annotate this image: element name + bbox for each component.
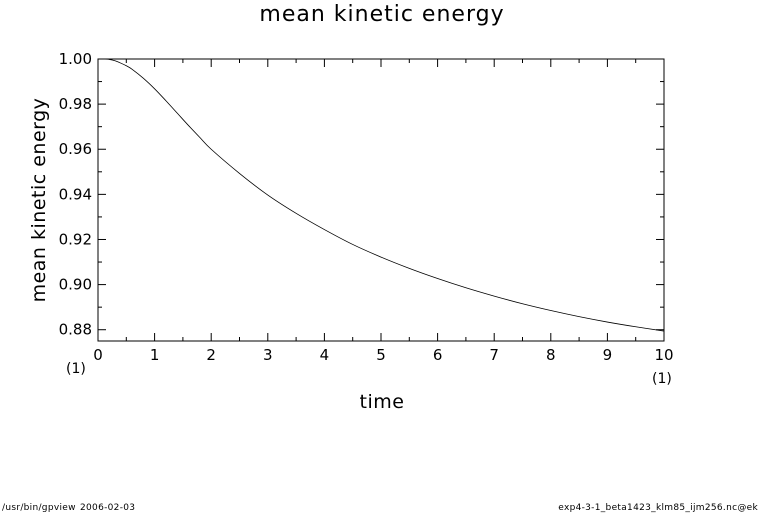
x-tick-label: 2: [206, 346, 216, 364]
x-tick-label: 6: [433, 346, 443, 364]
y-tick-labels: 0.88 0.90 0.92 0.94 0.96 0.98 1.00: [59, 50, 92, 339]
y-tick-label: 1.00: [59, 50, 92, 68]
series-line: [97, 58, 665, 332]
x-tick-label: 5: [376, 346, 386, 364]
y-tick-label: 0.96: [59, 140, 92, 158]
x-tick-label: 9: [603, 346, 613, 364]
x-unit-right: (1): [652, 371, 672, 387]
y-tick-label: 0.92: [59, 230, 92, 248]
footer-program: /usr/bin/gpview: [2, 503, 76, 513]
chart-title: mean kinetic energy: [259, 2, 504, 27]
y-tick-label: 0.88: [59, 321, 92, 339]
x-tick-label: 8: [546, 346, 556, 364]
tick-marks: [97, 58, 665, 341]
y-tick-label: 0.98: [59, 95, 92, 113]
x-unit-left: (1): [66, 361, 86, 377]
x-tick-label: 4: [320, 346, 330, 364]
x-tick-label: 1: [150, 346, 160, 364]
x-tick-label: 7: [489, 346, 499, 364]
x-axis-label: time: [360, 391, 405, 413]
x-tick-label: 3: [263, 346, 273, 364]
plot-frame: [97, 58, 665, 342]
x-tick-label: 0: [93, 346, 103, 364]
x-tick-labels: 0 1 2 3 4 5 6 7 8 9 10: [93, 346, 673, 364]
footer-date: 2006-02-03: [80, 503, 135, 513]
y-axis-label: mean kinetic energy: [28, 98, 50, 303]
y-tick-label: 0.94: [59, 185, 92, 203]
y-tick-label: 0.90: [59, 276, 92, 294]
x-tick-label: 10: [654, 346, 673, 364]
footer-file: exp4-3-1_beta1423_klm85_ijm256.nc@ek: [558, 503, 758, 513]
